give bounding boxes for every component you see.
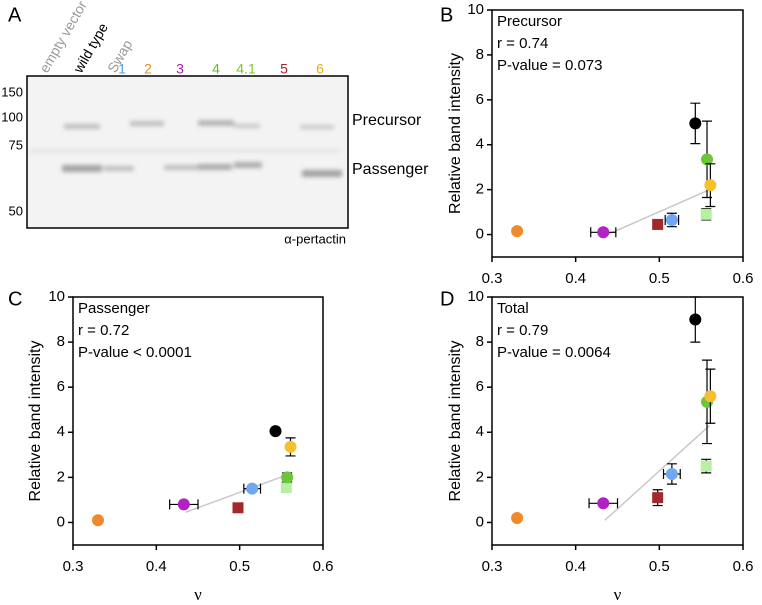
panel-title: Passenger <box>78 300 150 317</box>
data-point <box>665 213 678 226</box>
x-tick-label: 0.5 <box>649 558 670 575</box>
y-tick-label: 2 <box>476 181 484 198</box>
x-tick-label: 0.6 <box>313 558 334 575</box>
data-point <box>704 390 717 403</box>
lane-label: 6 <box>316 61 324 77</box>
x-tick-label: 0.5 <box>229 558 250 575</box>
data-point <box>689 313 702 326</box>
data-point <box>232 502 244 514</box>
y-tick-label: 10 <box>48 288 65 305</box>
data-point <box>689 117 702 130</box>
y-tick-label: 10 <box>467 1 484 18</box>
x-tick-label: 0.6 <box>733 558 754 575</box>
data-point <box>700 460 712 472</box>
lane-label: 4 <box>212 61 220 77</box>
x-tick-label: 0.3 <box>63 558 84 575</box>
stat-annotation: P-value < 0.0001 <box>78 344 192 361</box>
data-point <box>597 497 610 510</box>
data-point <box>280 482 292 494</box>
x-tick-label: 0.5 <box>649 270 670 287</box>
stat-annotation: r = 0.72 <box>78 322 129 339</box>
data-point <box>511 225 524 238</box>
data-point <box>652 218 664 230</box>
data-point <box>701 153 714 166</box>
y-tick-label: 2 <box>476 468 484 485</box>
y-tick-label: 6 <box>476 378 484 395</box>
plot-frame <box>491 9 744 258</box>
y-axis-label: Relative band intensity <box>447 53 464 214</box>
x-tick-label: 0.4 <box>565 558 586 575</box>
data-point <box>652 492 664 504</box>
data-point <box>511 511 524 524</box>
y-axis-label: Relative band intensity <box>447 341 464 502</box>
mw-marker: 75 <box>9 137 23 152</box>
panel-label: D <box>440 288 454 310</box>
lane-label: 3 <box>176 61 184 77</box>
x-tick-label: 0.3 <box>482 270 503 287</box>
panel-label: C <box>8 288 22 310</box>
y-tick-label: 2 <box>57 468 65 485</box>
data-point <box>284 440 297 453</box>
stat-annotation: r = 0.79 <box>497 322 548 339</box>
data-point <box>281 471 294 484</box>
data-point <box>92 514 104 527</box>
y-tick-label: 8 <box>57 333 65 350</box>
x-tick-label: 0.6 <box>733 270 754 287</box>
band-label: Precursor <box>352 112 422 129</box>
panel-label: B <box>440 4 453 26</box>
mw-marker: 50 <box>9 203 23 218</box>
y-tick-label: 0 <box>476 226 484 243</box>
y-axis-label: Relative band intensity <box>27 341 44 502</box>
panel-title: Precursor <box>497 13 562 30</box>
y-tick-label: 0 <box>476 513 484 530</box>
panel-label: A <box>8 4 22 26</box>
lane-label: 4.1 <box>236 61 256 77</box>
data-point <box>700 208 712 220</box>
band-label: Passenger <box>352 161 429 178</box>
trend-line <box>604 188 710 237</box>
stat-annotation: r = 0.74 <box>497 35 548 52</box>
x-axis-label: ν <box>614 585 622 604</box>
plot-frame <box>72 296 324 546</box>
antibody-label: α-pertactin <box>284 231 346 246</box>
trend-line <box>604 424 711 521</box>
data-point <box>269 425 282 438</box>
mw-marker: 150 <box>1 84 23 99</box>
mw-marker: 100 <box>1 109 23 124</box>
stat-annotation: P-value = 0.0064 <box>497 344 611 361</box>
lane-label: 1 <box>118 61 126 77</box>
x-axis-label: ν <box>194 585 202 604</box>
y-tick-label: 4 <box>57 423 65 440</box>
y-tick-label: 8 <box>476 333 484 350</box>
lane-label: 2 <box>144 61 152 77</box>
plot-frame <box>491 296 744 546</box>
data-point <box>597 226 610 239</box>
y-tick-label: 0 <box>57 513 65 530</box>
blot-image <box>26 75 349 229</box>
data-point <box>704 179 717 192</box>
y-tick-label: 10 <box>467 288 484 305</box>
trend-line <box>185 473 290 514</box>
stat-annotation: P-value = 0.073 <box>497 57 603 74</box>
x-tick-label: 0.4 <box>146 558 167 575</box>
x-tick-label: 0.3 <box>482 558 503 575</box>
y-tick-label: 6 <box>476 91 484 108</box>
data-point <box>177 498 190 511</box>
x-tick-label: 0.4 <box>565 270 586 287</box>
panel-title: Total <box>497 300 529 317</box>
y-tick-label: 8 <box>476 46 484 63</box>
data-point <box>246 482 259 495</box>
data-point <box>665 467 678 480</box>
y-tick-label: 4 <box>476 423 484 440</box>
y-tick-label: 4 <box>476 136 484 153</box>
y-tick-label: 6 <box>57 378 65 395</box>
lane-label: 5 <box>280 61 288 77</box>
